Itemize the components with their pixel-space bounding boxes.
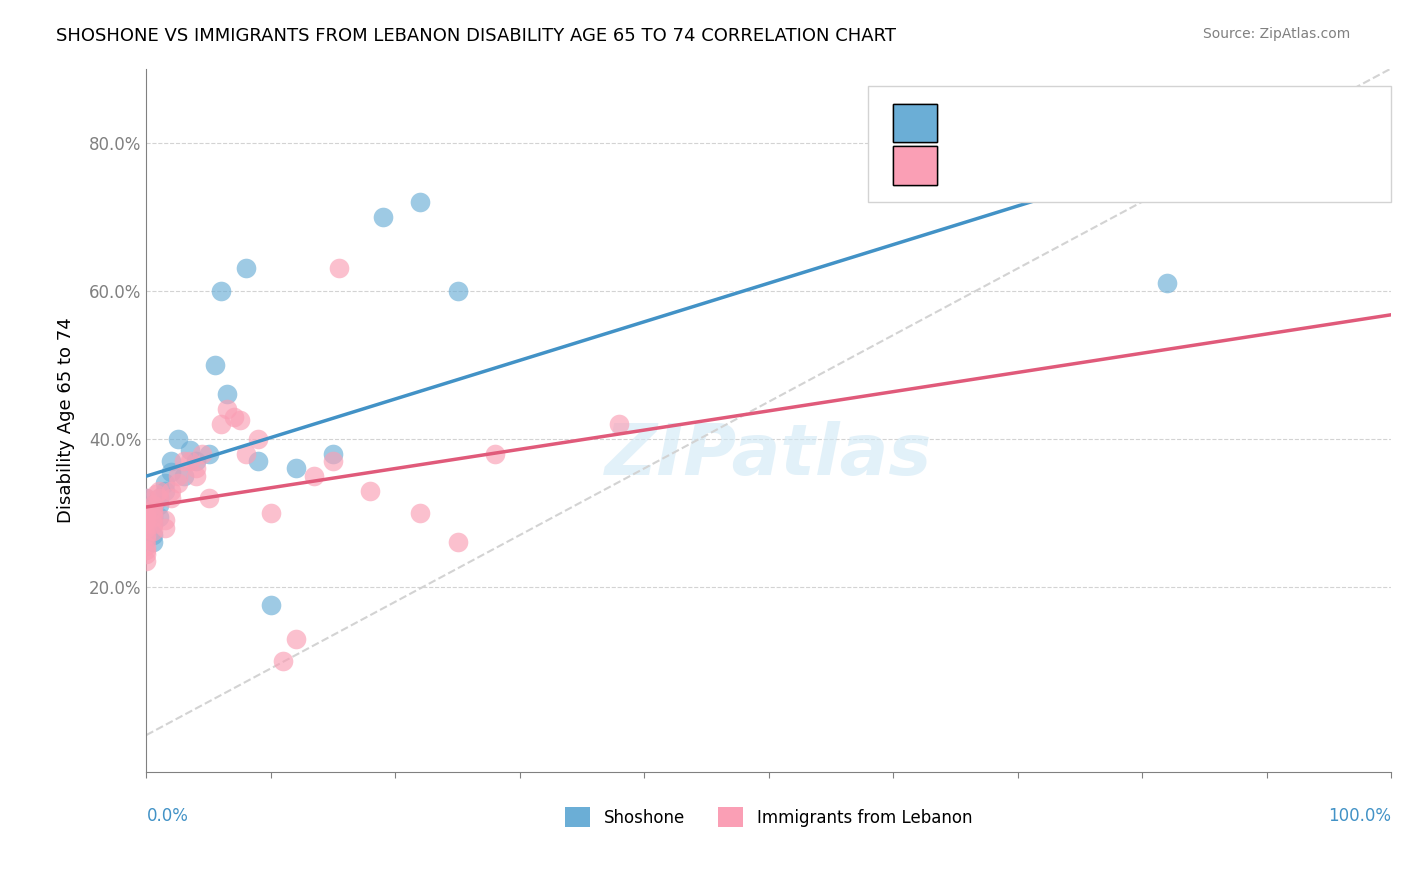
Point: [142, 528, 165, 542]
Text: R = 0.279   N = 34: R = 0.279 N = 34: [943, 103, 1114, 121]
Point: [328, 261, 350, 276]
Point: [135, 542, 157, 557]
Point: [142, 524, 165, 539]
Point: [153, 513, 176, 527]
Point: [179, 454, 201, 468]
FancyBboxPatch shape: [893, 146, 936, 185]
Point: [322, 454, 344, 468]
Point: [160, 454, 183, 468]
Point: [135, 554, 157, 568]
Point: [304, 468, 326, 483]
Point: [148, 499, 170, 513]
Point: [217, 387, 239, 401]
Point: [209, 284, 232, 298]
FancyBboxPatch shape: [893, 103, 936, 143]
Point: [160, 465, 183, 479]
Point: [166, 468, 188, 483]
Point: [359, 483, 381, 498]
Point: [160, 491, 183, 505]
Point: [142, 499, 165, 513]
Point: [142, 516, 165, 531]
Point: [166, 432, 188, 446]
Legend: Shoshone, Immigrants from Lebanon: Shoshone, Immigrants from Lebanon: [558, 800, 979, 834]
Point: [135, 547, 157, 561]
Point: [235, 447, 257, 461]
Point: [273, 654, 295, 668]
Point: [135, 506, 157, 520]
Point: [1156, 277, 1178, 291]
Point: [446, 284, 468, 298]
Text: 100.0%: 100.0%: [1329, 807, 1391, 825]
Point: [135, 532, 157, 546]
Point: [142, 499, 165, 513]
Point: [409, 194, 432, 209]
Point: [247, 454, 270, 468]
Text: ZIPatlas: ZIPatlas: [605, 421, 932, 490]
Point: [186, 468, 208, 483]
Point: [142, 509, 165, 524]
Point: [142, 535, 165, 549]
Point: [186, 454, 208, 468]
FancyBboxPatch shape: [893, 146, 936, 185]
FancyBboxPatch shape: [869, 87, 1391, 202]
Point: [186, 461, 208, 475]
Point: [284, 461, 307, 475]
Point: [142, 506, 165, 520]
Point: [173, 454, 195, 468]
Point: [191, 447, 214, 461]
Point: [160, 483, 183, 498]
Point: [145, 487, 167, 501]
Point: [209, 417, 232, 431]
Point: [135, 513, 157, 527]
Point: [135, 506, 157, 520]
Point: [446, 535, 468, 549]
Point: [217, 402, 239, 417]
Point: [371, 210, 394, 224]
Text: R = 0.519   N = 50: R = 0.519 N = 50: [943, 153, 1114, 171]
Point: [260, 599, 283, 613]
Text: 0.0%: 0.0%: [146, 807, 188, 825]
Point: [484, 447, 506, 461]
Point: [142, 509, 165, 524]
Point: [197, 447, 219, 461]
Point: [166, 476, 188, 491]
Point: [135, 509, 157, 524]
Point: [135, 491, 157, 505]
Point: [142, 502, 165, 516]
Point: [148, 483, 170, 498]
Point: [229, 413, 252, 427]
Point: [153, 483, 176, 498]
Point: [322, 447, 344, 461]
FancyBboxPatch shape: [893, 103, 936, 143]
Point: [153, 521, 176, 535]
Point: [148, 509, 170, 524]
Point: [135, 528, 157, 542]
Point: [135, 491, 157, 505]
Point: [142, 506, 165, 520]
Point: [247, 432, 270, 446]
Point: [260, 506, 283, 520]
Point: [204, 358, 226, 372]
Point: [222, 409, 245, 424]
Point: [135, 521, 157, 535]
Point: [173, 468, 195, 483]
Text: Source: ZipAtlas.com: Source: ZipAtlas.com: [1202, 27, 1350, 41]
Point: [153, 476, 176, 491]
Point: [197, 491, 219, 505]
Point: [235, 261, 257, 276]
Point: [135, 539, 157, 553]
Point: [148, 491, 170, 505]
Point: [148, 491, 170, 505]
Point: [135, 521, 157, 535]
Point: [284, 632, 307, 646]
Point: [609, 417, 631, 431]
Point: [142, 516, 165, 531]
Y-axis label: Disability Age 65 to 74: Disability Age 65 to 74: [58, 318, 75, 524]
Point: [179, 442, 201, 457]
Point: [409, 506, 432, 520]
Point: [135, 532, 157, 546]
Text: SHOSHONE VS IMMIGRANTS FROM LEBANON DISABILITY AGE 65 TO 74 CORRELATION CHART: SHOSHONE VS IMMIGRANTS FROM LEBANON DISA…: [56, 27, 896, 45]
Point: [135, 516, 157, 531]
